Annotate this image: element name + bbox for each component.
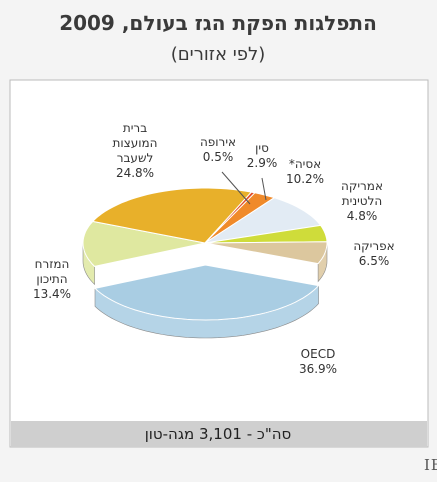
labels: OECD 36.9% המזרח התיכון 13.4% ברית המועצות לשעב… (33, 121, 395, 376)
slice (82, 220, 206, 267)
value-label: 24.8% (116, 166, 154, 180)
slice-label: אירופה 0.5% (200, 135, 236, 164)
value-label: 4.8% (347, 209, 378, 223)
slice-label: המזרח התיכון 13.4% (33, 257, 71, 301)
chart-subtitle: (לפי אזורים) (171, 44, 266, 65)
slice-label: אסיה* 10.2% (286, 157, 324, 186)
total-label: סה"כ - 3,101 מגה-טון (145, 425, 292, 443)
slice-label: סין 2.9% (247, 141, 278, 170)
label-line: המזרח (35, 257, 70, 271)
label-line: סין (255, 141, 269, 155)
value-label: 13.4% (33, 287, 71, 301)
total-band (11, 421, 427, 447)
slice (204, 224, 328, 244)
leader-line (221, 171, 251, 205)
pie (82, 187, 328, 339)
label-line: אסיה* (289, 157, 321, 171)
slice (204, 241, 328, 265)
leader-line (261, 177, 267, 201)
value-label: 10.2% (286, 172, 324, 186)
chart-frame (9, 79, 429, 448)
label-line: אפריקה (353, 239, 394, 253)
source: מקור: IEA - International Energy Agency (424, 456, 437, 474)
slice (91, 187, 253, 244)
label-line: OECD (301, 347, 336, 361)
label-line: הלטינית (342, 194, 383, 208)
label-line: המועצות (112, 136, 157, 150)
label-line: ברית (123, 121, 147, 135)
slice-label: אמריקה הלטינית 4.8% (341, 179, 383, 223)
chart-title: התפלגות הפקת הגז בעולם, 2009 (59, 11, 377, 35)
label-line: לשעבר (117, 151, 154, 165)
slice (204, 197, 322, 244)
slice-label: אפריקה 6.5% (353, 239, 394, 268)
slice-label: ברית המועצות לשעבר 24.8% (112, 121, 157, 180)
label-line: אמריקה (341, 179, 383, 193)
value-label: 2.9% (247, 156, 278, 170)
slice-label: OECD 36.9% (299, 347, 337, 376)
slice (93, 264, 320, 321)
value-label: 0.5% (203, 150, 234, 164)
label-line: התיכון (36, 272, 67, 286)
label-line: אירופה (200, 135, 236, 149)
value-label: 36.9% (299, 362, 337, 376)
value-label: 6.5% (359, 254, 390, 268)
